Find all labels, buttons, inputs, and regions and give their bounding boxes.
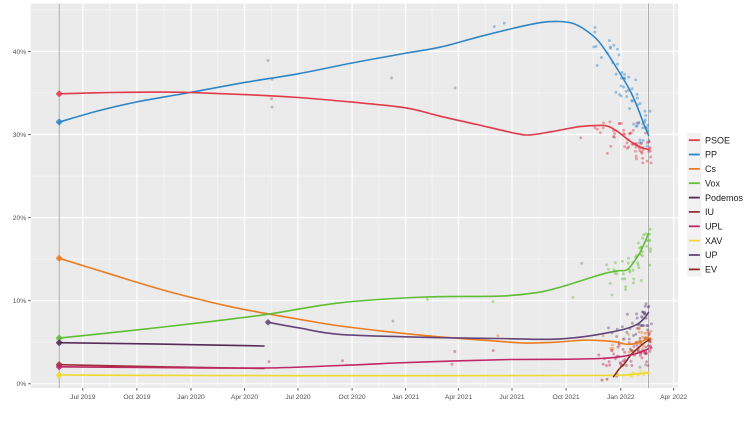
svg-text:UPL: UPL bbox=[705, 222, 723, 232]
svg-text:IU: IU bbox=[705, 207, 714, 217]
svg-text:Apr 2022: Apr 2022 bbox=[660, 394, 687, 401]
svg-text:Oct 2019: Oct 2019 bbox=[123, 394, 150, 401]
svg-text:Jul 2020: Jul 2020 bbox=[285, 394, 311, 401]
svg-text:XAV: XAV bbox=[705, 236, 722, 246]
svg-text:Jan 2020: Jan 2020 bbox=[177, 394, 205, 401]
svg-text:Apr 2020: Apr 2020 bbox=[231, 394, 258, 401]
svg-text:Oct 2021: Oct 2021 bbox=[553, 394, 580, 401]
svg-text:Jan 2021: Jan 2021 bbox=[392, 394, 420, 401]
svg-text:Apr 2021: Apr 2021 bbox=[445, 394, 472, 401]
svg-text:10%: 10% bbox=[13, 298, 26, 305]
svg-text:20%: 20% bbox=[13, 215, 26, 222]
svg-text:40%: 40% bbox=[13, 49, 26, 56]
svg-text:Jul 2019: Jul 2019 bbox=[70, 394, 96, 401]
svg-text:Oct 2020: Oct 2020 bbox=[339, 394, 366, 401]
svg-text:EV: EV bbox=[705, 265, 717, 275]
svg-text:Jan 2022: Jan 2022 bbox=[607, 394, 635, 401]
svg-text:Cs: Cs bbox=[705, 164, 716, 174]
svg-text:PP: PP bbox=[705, 150, 717, 160]
svg-text:30%: 30% bbox=[13, 132, 26, 139]
svg-text:PSOE: PSOE bbox=[705, 135, 730, 145]
svg-text:Podemos: Podemos bbox=[705, 193, 744, 203]
svg-text:Jul 2021: Jul 2021 bbox=[499, 394, 525, 401]
svg-text:0%: 0% bbox=[17, 381, 27, 388]
svg-text:Vox: Vox bbox=[705, 178, 721, 188]
svg-text:UP: UP bbox=[705, 250, 718, 260]
